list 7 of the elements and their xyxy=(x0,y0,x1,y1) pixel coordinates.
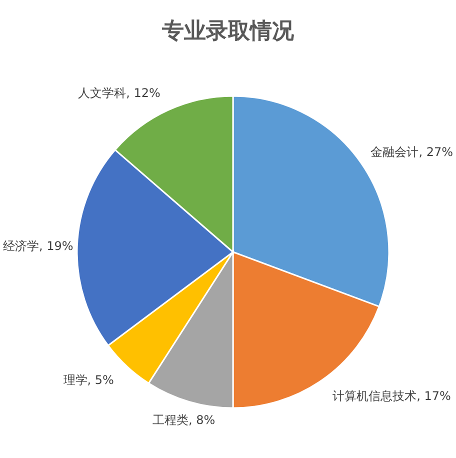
slice-label: 金融会计, 27% xyxy=(370,144,453,160)
chart-title: 专业录取情况 xyxy=(161,18,295,44)
slice-label: 人文学科, 12% xyxy=(78,85,160,102)
slice-label: 理学, 5% xyxy=(63,372,114,388)
slice-label: 工程类, 8% xyxy=(152,412,216,428)
slice-label: 计算机信息技术, 17% xyxy=(332,388,451,404)
slice-label: 经济学, 19% xyxy=(3,238,74,254)
